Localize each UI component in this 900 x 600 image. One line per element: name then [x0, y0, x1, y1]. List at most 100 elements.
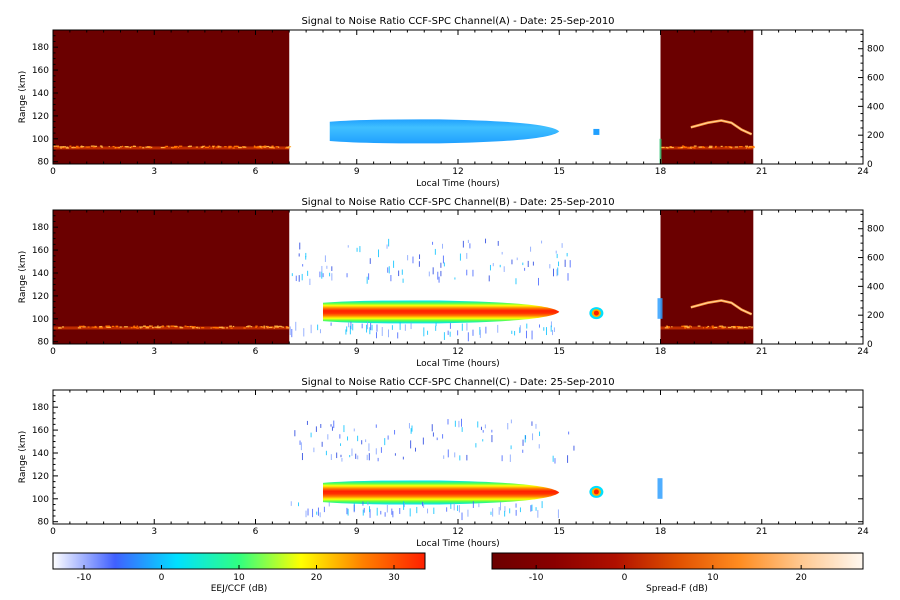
spread-f-speckle	[154, 326, 158, 328]
scatter-echo	[347, 508, 349, 516]
spread-f-speckle	[749, 145, 753, 148]
spread-f-speckle	[698, 146, 703, 148]
spread-f-speckle	[156, 327, 161, 329]
scatter-echo	[387, 329, 389, 338]
scatter-echo	[510, 445, 512, 450]
spread-f-speckle	[747, 147, 751, 149]
spread-f-speckle	[226, 327, 228, 329]
spread-f-speckle	[131, 146, 133, 148]
spread-f-speckle	[743, 326, 748, 329]
scatter-echo	[423, 503, 425, 508]
scatter-echo	[443, 332, 445, 340]
scatter-echo	[499, 502, 501, 511]
spread-f-speckle	[139, 146, 142, 148]
scatter-echo	[461, 323, 463, 331]
scatter-echo	[532, 433, 534, 441]
scatter-echo	[393, 260, 395, 268]
scatter-echo	[330, 322, 332, 326]
scatter-echo	[485, 238, 487, 244]
spread-f-speckle	[186, 325, 189, 328]
scatter-echo	[531, 421, 533, 426]
scatter-echo	[369, 327, 371, 335]
spread-f-block	[53, 210, 290, 344]
scatter-echo	[407, 255, 409, 261]
scatter-echo	[454, 277, 456, 280]
scatter-echo	[515, 503, 517, 508]
scatter-echo	[329, 272, 331, 277]
spread-f-speckle	[286, 327, 290, 329]
panel-a-ylabel: Range (km)	[18, 71, 28, 123]
spread-f-speckle	[690, 326, 692, 328]
scatter-echo	[322, 273, 324, 278]
scatter-echo	[361, 440, 363, 445]
spread-f-speckle	[680, 146, 683, 148]
eej-echo-region	[323, 300, 560, 324]
scatter-echo	[443, 455, 445, 459]
scatter-echo	[432, 432, 434, 437]
panel-a: Signal to Noise Ratio CCF-SPC Channel(A)…	[18, 16, 884, 189]
spread-f-speckle	[82, 326, 86, 328]
spread-f-speckle	[215, 146, 219, 148]
x-tick-label: 15	[554, 347, 565, 357]
scatter-echo	[388, 266, 390, 274]
spread-f-speckle	[720, 145, 723, 147]
panel-c-xlabel: Local Time (hours)	[416, 539, 499, 549]
scatter-echo	[539, 324, 541, 328]
scatter-echo	[423, 327, 425, 337]
spread-f-speckle	[250, 326, 253, 328]
scatter-echo	[515, 509, 517, 516]
scatter-echo	[525, 330, 527, 339]
spread-f-speckle	[264, 145, 267, 147]
scatter-echo	[295, 275, 297, 282]
scatter-echo	[466, 269, 468, 276]
spread-f-speckle	[287, 147, 289, 149]
y-tick-label: 180	[32, 223, 49, 233]
scatter-echo	[410, 440, 412, 449]
scatter-echo	[421, 501, 423, 507]
spread-f-speckle	[171, 147, 174, 149]
echo-strip-18h	[657, 298, 663, 319]
x-tick-label: 24	[857, 347, 869, 357]
scatter-echo	[530, 505, 532, 512]
scatter-echo	[346, 273, 348, 278]
scatter-echo	[460, 418, 462, 427]
spread-f-speckle	[190, 326, 194, 328]
scatter-echo	[313, 447, 315, 453]
spread-f-speckle	[224, 146, 227, 148]
scatter-echo	[436, 437, 438, 441]
spread-f-speckle	[733, 327, 736, 329]
x-tick-label: 6	[253, 527, 259, 537]
scatter-echo	[333, 420, 335, 429]
spread-f-speckle	[191, 327, 195, 329]
spread-f-speckle	[88, 146, 91, 148]
spread-f-speckle	[168, 326, 170, 328]
scatter-echo	[415, 447, 417, 452]
right-y-tick-label: 400	[867, 282, 884, 292]
spread-f-speckle	[667, 147, 670, 149]
spread-f-speckle	[130, 327, 133, 329]
spread-f-speckle	[684, 327, 686, 329]
scatter-echo	[310, 324, 312, 334]
spread-f-layer	[53, 146, 290, 150]
scatter-echo	[522, 449, 524, 453]
scatter-echo	[475, 443, 477, 448]
spread-f-speckle	[702, 327, 704, 329]
spread-f-speckle	[201, 146, 204, 148]
scatter-echo	[567, 455, 569, 463]
scatter-echo	[347, 436, 349, 441]
spread-f-speckle	[60, 146, 64, 148]
scatter-echo	[309, 278, 311, 286]
scatter-echo	[401, 269, 403, 275]
spread-f-plume-core	[690, 300, 752, 315]
spread-f-speckle	[274, 325, 278, 327]
spread-f-speckle	[105, 325, 109, 327]
spread-f-speckle	[53, 145, 56, 147]
panel-b: Signal to Noise Ratio CCF-SPC Channel(B)…	[18, 197, 884, 369]
scatter-echo	[490, 511, 492, 515]
scatter-echo	[447, 330, 449, 335]
scatter-echo	[319, 329, 321, 334]
spread-f-speckle	[210, 327, 212, 329]
panel-a-plot-area	[53, 30, 755, 164]
x-tick-label: 0	[50, 527, 56, 537]
spread-f-speckle	[727, 326, 732, 329]
